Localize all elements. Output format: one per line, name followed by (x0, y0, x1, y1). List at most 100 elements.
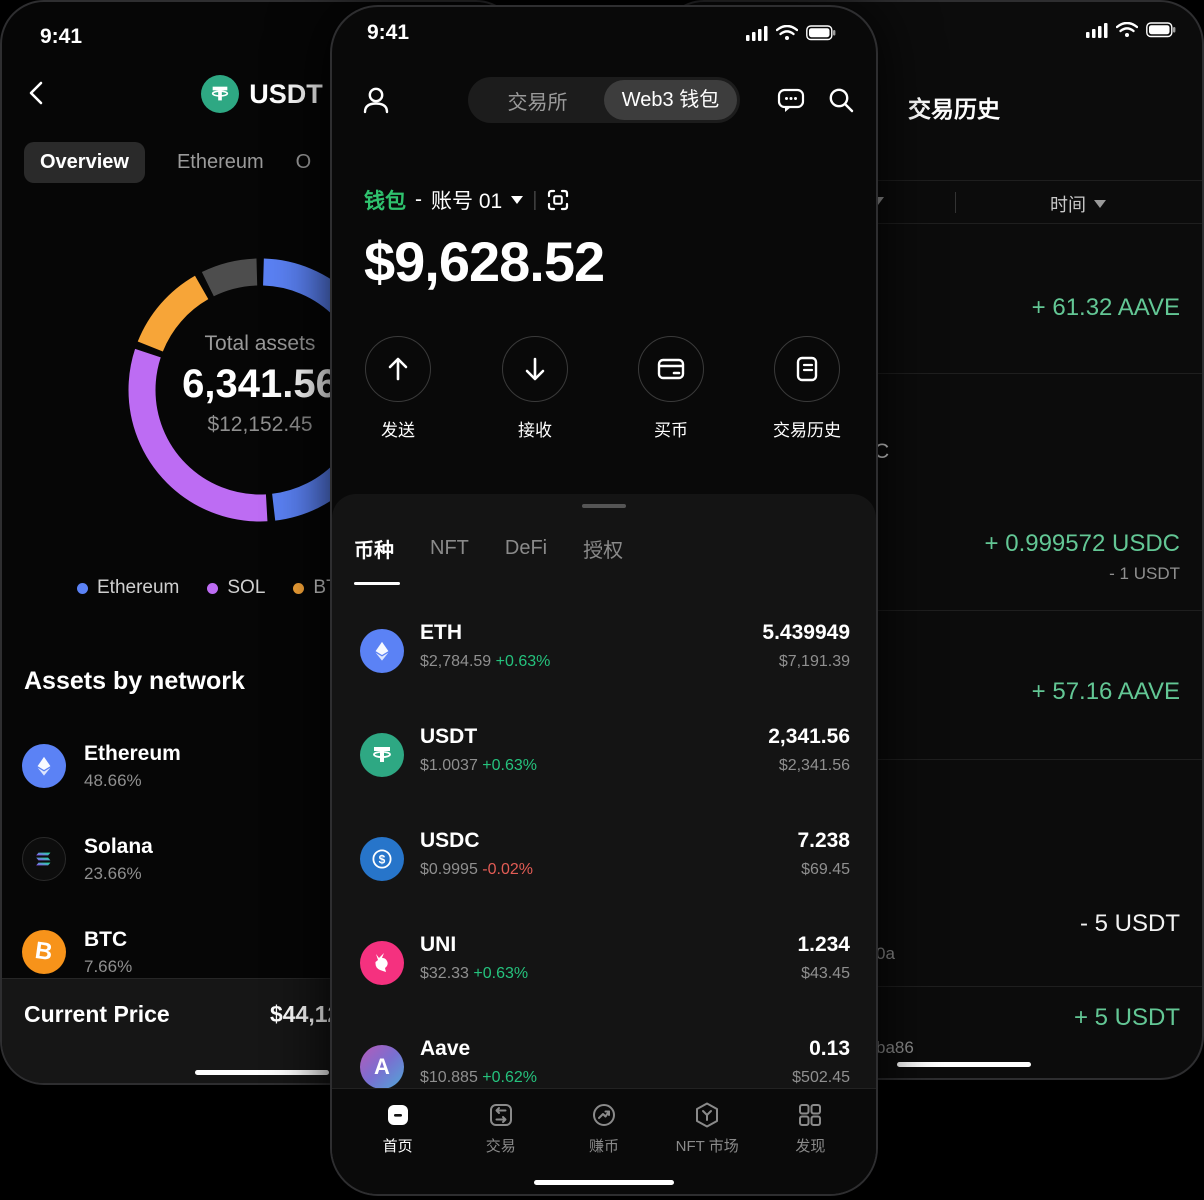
home-indicator (195, 1070, 329, 1075)
tx-address-fragment: ba86 (876, 1038, 914, 1057)
change-pct: +0.63% (482, 757, 538, 774)
page-title: USDT (249, 78, 323, 109)
row-divider (684, 986, 1202, 987)
tx-amount[interactable]: + 57.16 AAVE (1031, 678, 1180, 705)
network-row-solana[interactable]: Solana 23.66% (22, 823, 502, 895)
page-title-row: USDT (2, 75, 518, 113)
tab-coins[interactable]: 币种 (354, 540, 394, 562)
tx-address-fragment: 0a (876, 944, 895, 963)
solana-icon (22, 837, 66, 881)
token-row-usdc[interactable]: $ USDC $0.9995 -0.02% 7.238 $69.45 (332, 815, 876, 919)
drag-handle[interactable] (582, 504, 626, 508)
search-icon (829, 88, 854, 113)
swap-icon (489, 1104, 512, 1126)
tab-ethereum[interactable]: Ethereum (176, 151, 264, 173)
sheet-tabs: 币种 NFT DeFi 授权 (354, 534, 623, 563)
action-receive[interactable]: 接收 (469, 336, 601, 441)
action-history[interactable]: 交易历史 (741, 336, 873, 441)
segment-web3-wallet[interactable]: Web3 钱包 (604, 80, 737, 120)
total-assets-usd: $12,152.45 (207, 413, 313, 436)
history-title: 交易历史 (908, 96, 1000, 122)
btc-icon: B (22, 930, 66, 974)
change-pct: +0.63% (473, 965, 529, 982)
eth-icon (360, 629, 404, 673)
token-row-usdt[interactable]: USDT $1.0037 +0.63% 2,341.56 $2,341.56 (332, 711, 876, 815)
wifi-icon (776, 25, 798, 40)
action-buy[interactable]: 买币 (605, 336, 737, 441)
arrow-down-icon (502, 336, 568, 402)
change-pct: +0.62% (482, 1069, 538, 1086)
account-label: 账号 01 (431, 190, 503, 213)
tx-amount[interactable]: - 5 USDT (1079, 910, 1180, 937)
filter-separator (955, 192, 956, 213)
nav-discover[interactable]: 发现 (759, 1089, 862, 1194)
home-indicator (897, 1062, 1031, 1067)
total-assets-label: Total assets (204, 332, 316, 355)
active-tab-underline (354, 582, 400, 585)
qr-scan-icon (548, 189, 569, 211)
tab-overview[interactable]: Overview (24, 142, 145, 183)
assets-by-network-heading: Assets by network (24, 667, 245, 695)
home-icon (387, 1105, 408, 1125)
tx-amount[interactable]: + 61.32 AAVE (1031, 294, 1180, 321)
legend-sol: SOL (207, 577, 265, 599)
nft-hexagon-icon (696, 1102, 719, 1128)
token-row-aave[interactable]: A Aave $10.885 +0.62% 0.13 $502.45 (332, 1023, 876, 1127)
tx-amount[interactable]: + 0.999572 USDC (984, 530, 1180, 557)
usdt-icon (360, 733, 404, 777)
battery-icon (806, 25, 836, 41)
time-filter[interactable]: 时间 (1050, 191, 1106, 217)
phone-web3-wallet: 9:41 交易所 Web3 钱包 钱包 - 账号 01 | $9,628.52 (330, 5, 878, 1196)
tab-defi[interactable]: DeFi (504, 537, 548, 559)
status-time: 9:41 (40, 25, 83, 48)
status-time: 9:41 (367, 21, 410, 44)
network-row-btc[interactable]: B BTC 7.66% (22, 916, 502, 988)
segment-exchange[interactable]: 交易所 (507, 91, 568, 114)
current-price-value: $44,12 (270, 1001, 341, 1027)
usdc-icon: $ (360, 837, 404, 881)
token-row-eth[interactable]: ETH $2,784.59 +0.63% 5.439949 $7,191.39 (332, 607, 876, 711)
tab-approvals[interactable]: 授权 (583, 540, 624, 562)
grid-icon (799, 1104, 822, 1126)
uni-icon (360, 941, 404, 985)
profile-button[interactable] (358, 83, 394, 119)
wifi-icon (1116, 22, 1138, 37)
wallet-label: 钱包 (364, 190, 406, 213)
status-icons (1086, 22, 1176, 38)
nav-trade[interactable]: 交易 (449, 1089, 552, 1194)
home-indicator (534, 1180, 674, 1185)
nav-earn[interactable]: 赚币 (552, 1089, 655, 1194)
nav-nft-market[interactable]: NFT 市场 (656, 1089, 759, 1194)
legend-ethereum: Ethereum (77, 577, 179, 599)
token-row-uni[interactable]: UNI $32.33 +0.63% 1.234 $43.45 (332, 919, 876, 1023)
wallet-account-row[interactable]: 钱包 - 账号 01 | (364, 185, 570, 215)
search-button[interactable] (826, 85, 856, 115)
chat-icon (777, 88, 805, 112)
chat-button[interactable] (776, 85, 806, 115)
assets-sheet: 币种 NFT DeFi 授权 ETH $2,784.59 +0.63% 5.43… (332, 494, 876, 1194)
current-price-label: Current Price (24, 1001, 170, 1027)
network-row-ethereum[interactable]: Ethereum 48.66% (22, 730, 502, 802)
change-pct: +0.63% (495, 653, 551, 670)
legend-dot-sol (207, 582, 219, 594)
row-divider (684, 759, 1202, 760)
ethereum-icon (22, 744, 66, 788)
back-button[interactable] (24, 80, 50, 106)
row-divider (684, 610, 1202, 611)
nav-home[interactable]: 首页 (346, 1089, 449, 1194)
header-row: 交易所 Web3 钱包 (332, 77, 876, 125)
person-icon (363, 87, 389, 114)
tx-secondary-amount: - 1 USDT (1109, 564, 1180, 583)
time-caret-icon (1094, 200, 1106, 208)
signal-icon (746, 26, 768, 41)
tab-third-partial[interactable]: O (295, 151, 312, 173)
action-send[interactable]: 发送 (332, 336, 464, 441)
filter-row: 时间 (662, 180, 1202, 224)
tab-nft[interactable]: NFT (430, 537, 469, 559)
scan-button[interactable] (546, 188, 570, 212)
tx-amount[interactable]: + 5 USDT (1073, 1004, 1180, 1031)
hidden-filter-caret-icon[interactable] (872, 197, 884, 205)
change-pct: -0.02% (482, 861, 533, 878)
card-icon (638, 336, 704, 402)
row-divider (684, 373, 1202, 374)
